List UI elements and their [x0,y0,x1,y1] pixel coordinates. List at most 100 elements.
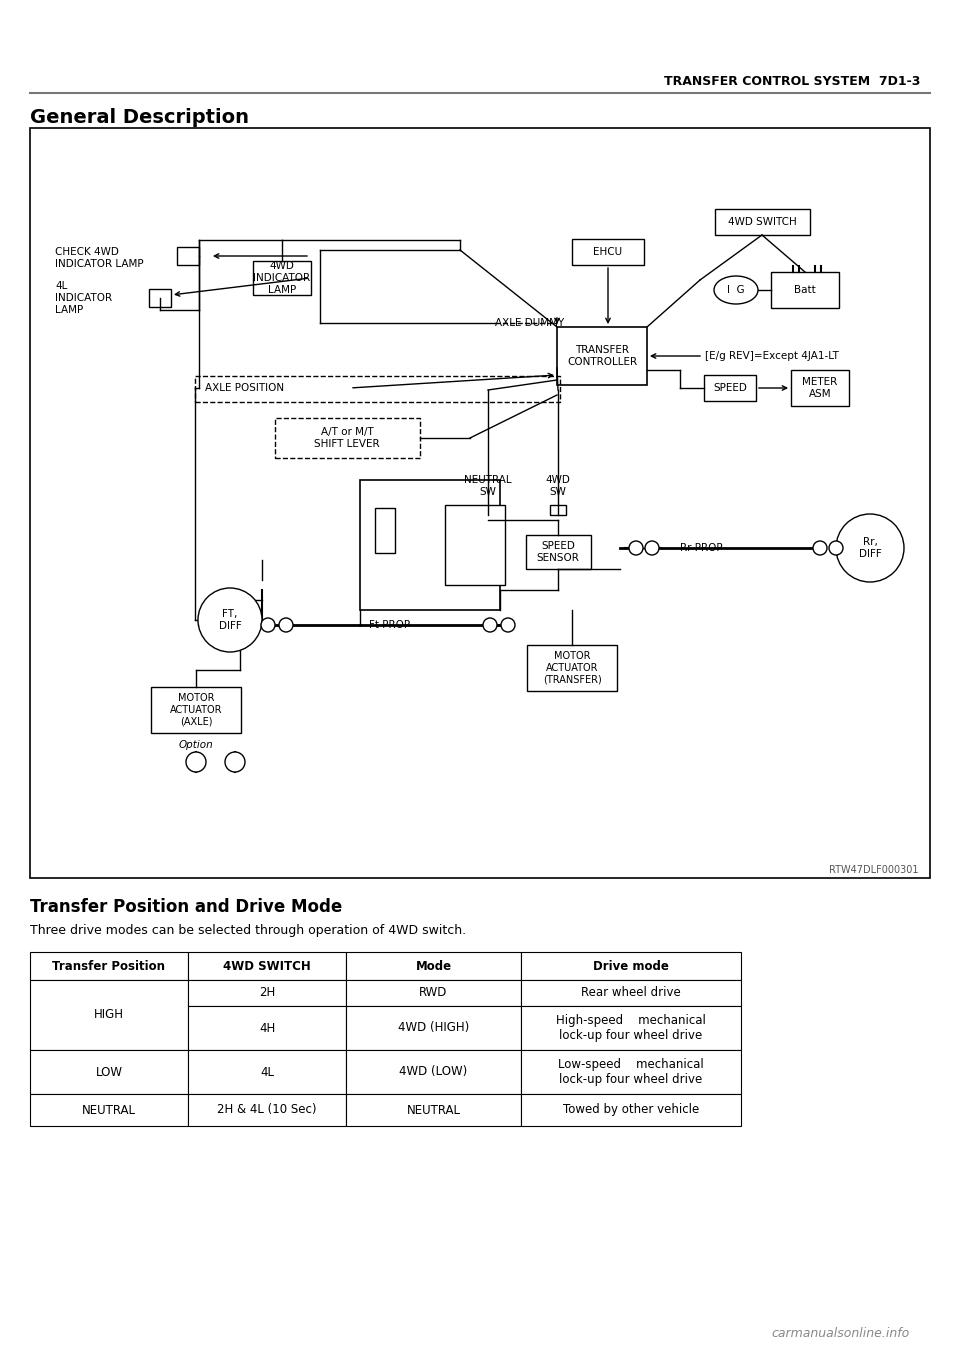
Bar [30,952,188,980]
Text: Mode: Mode [416,960,451,972]
Circle shape [501,618,515,631]
Bar [521,1006,741,1050]
Bar [177,247,199,265]
Text: Rear wheel drive: Rear wheel drive [581,986,681,999]
Text: TRANSFER
CONTROLLER: TRANSFER CONTROLLER [567,345,637,367]
Text: Batt: Batt [794,285,816,295]
Text: FT,
DIFF: FT, DIFF [219,610,241,631]
Text: A/T or M/T
SHIFT LEVER: A/T or M/T SHIFT LEVER [314,428,380,448]
Circle shape [229,756,241,769]
Bar [253,261,311,295]
Text: I  G: I G [727,285,745,295]
Text: HIGH: HIGH [94,1009,124,1021]
Text: Ft PROP: Ft PROP [370,621,411,630]
Bar [704,375,756,401]
Text: Three drive modes can be selected through operation of 4WD switch.: Three drive modes can be selected throug… [30,923,467,937]
Text: Transfer Position and Drive Mode: Transfer Position and Drive Mode [30,898,343,917]
Text: EHCU: EHCU [593,247,623,257]
Bar [30,1095,188,1126]
Bar [275,418,420,458]
Bar [188,1095,346,1126]
Circle shape [483,618,497,631]
Bar [714,209,809,235]
Text: Towed by other vehicle: Towed by other vehicle [563,1104,699,1116]
Text: 4WD
INDICATOR
LAMP: 4WD INDICATOR LAMP [253,261,311,295]
Circle shape [836,513,904,583]
Bar [557,327,647,386]
Text: MOTOR
ACTUATOR
(AXLE): MOTOR ACTUATOR (AXLE) [170,694,223,727]
Bar [346,980,521,1006]
Text: RWD: RWD [420,986,447,999]
Bar [195,376,560,402]
Bar [346,1095,521,1126]
Bar [30,980,188,1050]
Text: 4WD SWITCH: 4WD SWITCH [728,217,797,227]
Bar [375,508,395,553]
Bar [346,1050,521,1095]
Circle shape [645,540,659,555]
Text: Rr PROP: Rr PROP [680,543,723,553]
Bar [791,369,849,406]
Bar [30,1050,188,1095]
Bar [771,272,839,308]
Bar [188,1050,346,1095]
Text: Option: Option [179,740,213,750]
Bar [521,1050,741,1095]
Text: SPEED: SPEED [713,383,747,392]
Text: [E/g REV]=Except 4JA1-LT: [E/g REV]=Except 4JA1-LT [705,350,839,361]
Bar [188,1006,346,1050]
Text: NEUTRAL
SW: NEUTRAL SW [465,475,512,497]
Bar [550,505,566,515]
Text: AXLE POSITION: AXLE POSITION [205,383,284,392]
Circle shape [813,540,827,555]
Bar [521,952,741,980]
Bar [346,1006,521,1050]
Bar [572,239,644,265]
Text: NEUTRAL: NEUTRAL [82,1104,136,1116]
Text: CHECK 4WD
INDICATOR LAMP: CHECK 4WD INDICATOR LAMP [55,247,144,269]
Text: 4WD (LOW): 4WD (LOW) [399,1066,468,1078]
Circle shape [225,752,245,771]
Circle shape [190,756,202,769]
Text: MOTOR
ACTUATOR
(TRANSFER): MOTOR ACTUATOR (TRANSFER) [542,652,601,684]
Circle shape [261,618,275,631]
Text: Rr,
DIFF: Rr, DIFF [858,538,881,558]
Bar [188,952,346,980]
Circle shape [629,540,643,555]
Text: RTW47DLF000301: RTW47DLF000301 [828,865,918,875]
Bar [521,1095,741,1126]
Text: TRANSFER CONTROL SYSTEM  7D1-3: TRANSFER CONTROL SYSTEM 7D1-3 [663,75,920,88]
Bar [360,479,500,610]
Circle shape [279,618,293,631]
Text: Transfer Position: Transfer Position [53,960,165,972]
Bar [188,980,346,1006]
Text: High-speed    mechanical
lock-up four wheel drive: High-speed mechanical lock-up four wheel… [556,1014,706,1042]
Bar [445,505,505,585]
Text: 2H: 2H [259,986,276,999]
Text: carmanualsonline.info: carmanualsonline.info [772,1327,910,1340]
Text: 4WD (HIGH): 4WD (HIGH) [397,1021,469,1035]
Bar [30,128,930,879]
Text: Low-speed    mechanical
lock-up four wheel drive: Low-speed mechanical lock-up four wheel … [558,1058,704,1086]
Bar [527,645,617,691]
Bar [521,980,741,1006]
Bar [151,687,241,733]
Circle shape [198,588,262,652]
Text: 4WD
SW: 4WD SW [545,475,570,497]
Circle shape [829,540,843,555]
Text: 2H & 4L (10 Sec): 2H & 4L (10 Sec) [217,1104,317,1116]
Bar [149,289,171,307]
Text: 4L
INDICATOR
LAMP: 4L INDICATOR LAMP [55,281,112,315]
Text: 4L: 4L [260,1066,274,1078]
Text: 4H: 4H [259,1021,276,1035]
Text: SPEED
SENSOR: SPEED SENSOR [537,542,580,562]
Text: AXLE DUMMY: AXLE DUMMY [495,318,564,329]
Text: NEUTRAL: NEUTRAL [406,1104,461,1116]
Bar [525,535,590,569]
Text: General Description: General Description [30,109,249,128]
Text: Drive mode: Drive mode [593,960,669,972]
Text: METER
ASM: METER ASM [803,378,838,399]
Text: 4WD SWITCH: 4WD SWITCH [223,960,311,972]
Bar [346,952,521,980]
Circle shape [186,752,206,771]
